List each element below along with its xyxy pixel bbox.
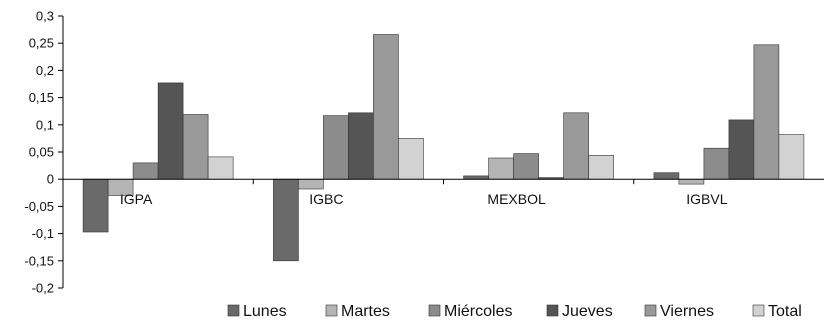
y-tick-label: -0,05 [24, 199, 54, 214]
y-tick-label: -0,1 [32, 226, 54, 241]
legend-swatch-lunes [227, 304, 240, 317]
category-label-igbvl: IGBVL [686, 191, 727, 207]
bars-group [82, 34, 805, 262]
y-tick-label: 0,2 [36, 63, 54, 78]
legend-swatch-martes [325, 304, 338, 317]
legend-label: Viernes [660, 303, 714, 320]
y-tick-label: 0,1 [36, 117, 54, 132]
legend-swatch-jueves [546, 304, 559, 317]
category-labels: IGPA IGBC MEXBOL IGBVL [120, 191, 728, 207]
y-tick-label: 0,3 [36, 9, 54, 24]
legend: Lunes Martes Miércoles Jueves Viernes Total [227, 303, 802, 320]
bar-lunes-igbvl [653, 172, 680, 180]
y-tick-label: 0,15 [29, 90, 54, 105]
legend-label: Total [768, 303, 802, 320]
bar-viernes-igbc [373, 34, 399, 180]
bar-total-igbc [398, 138, 424, 180]
bar-martes-igbvl [678, 178, 705, 185]
bar-mircoles-igpa [132, 162, 159, 180]
bar-lunes-igbc [273, 178, 299, 262]
bar-jueves-igbc [348, 112, 374, 180]
bar-mircoles-igbvl [703, 147, 730, 180]
category-label-mexbol: MEXBOL [487, 191, 546, 207]
legend-label: Jueves [562, 303, 613, 320]
legend-swatch-viernes [644, 304, 657, 317]
x-axis-category-ticks [252, 179, 635, 185]
y-tick-label: -0,15 [24, 253, 54, 268]
bar-viernes-igpa [182, 114, 209, 180]
bar-martes-igbc [298, 178, 324, 190]
bar-mircoles-mexbol [513, 153, 539, 180]
y-tick-label: -0,2 [32, 281, 54, 296]
y-axis-ticks: 0,3 0,25 0,2 0,15 0,1 0,05 0 -0,05 -0,1 -0,15 -0,2 [24, 9, 63, 296]
y-tick-label: 0 [47, 172, 54, 187]
legend-swatch-mircoles [428, 304, 441, 317]
bar-jueves-igpa [157, 82, 184, 180]
legend-label: Martes [341, 303, 390, 320]
category-label-igbc: IGBC [309, 191, 343, 207]
bar-martes-mexbol [488, 157, 514, 180]
y-tick-label: 0,25 [29, 36, 54, 51]
y-tick-label: 0,05 [29, 145, 54, 160]
bar-total-igbvl [778, 134, 805, 180]
bar-viernes-mexbol [563, 112, 589, 180]
legend-swatch-total [752, 304, 765, 317]
bar-viernes-igbvl [753, 44, 780, 180]
bar-lunes-igpa [82, 178, 109, 233]
bar-jueves-igbvl [728, 119, 755, 180]
bar-total-mexbol [588, 155, 614, 180]
category-label-igpa: IGPA [120, 191, 153, 207]
bar-total-igpa [207, 156, 234, 180]
legend-label: Lunes [243, 303, 287, 320]
legend-label: Miércoles [444, 303, 512, 320]
bar-mircoles-igbc [323, 115, 349, 180]
